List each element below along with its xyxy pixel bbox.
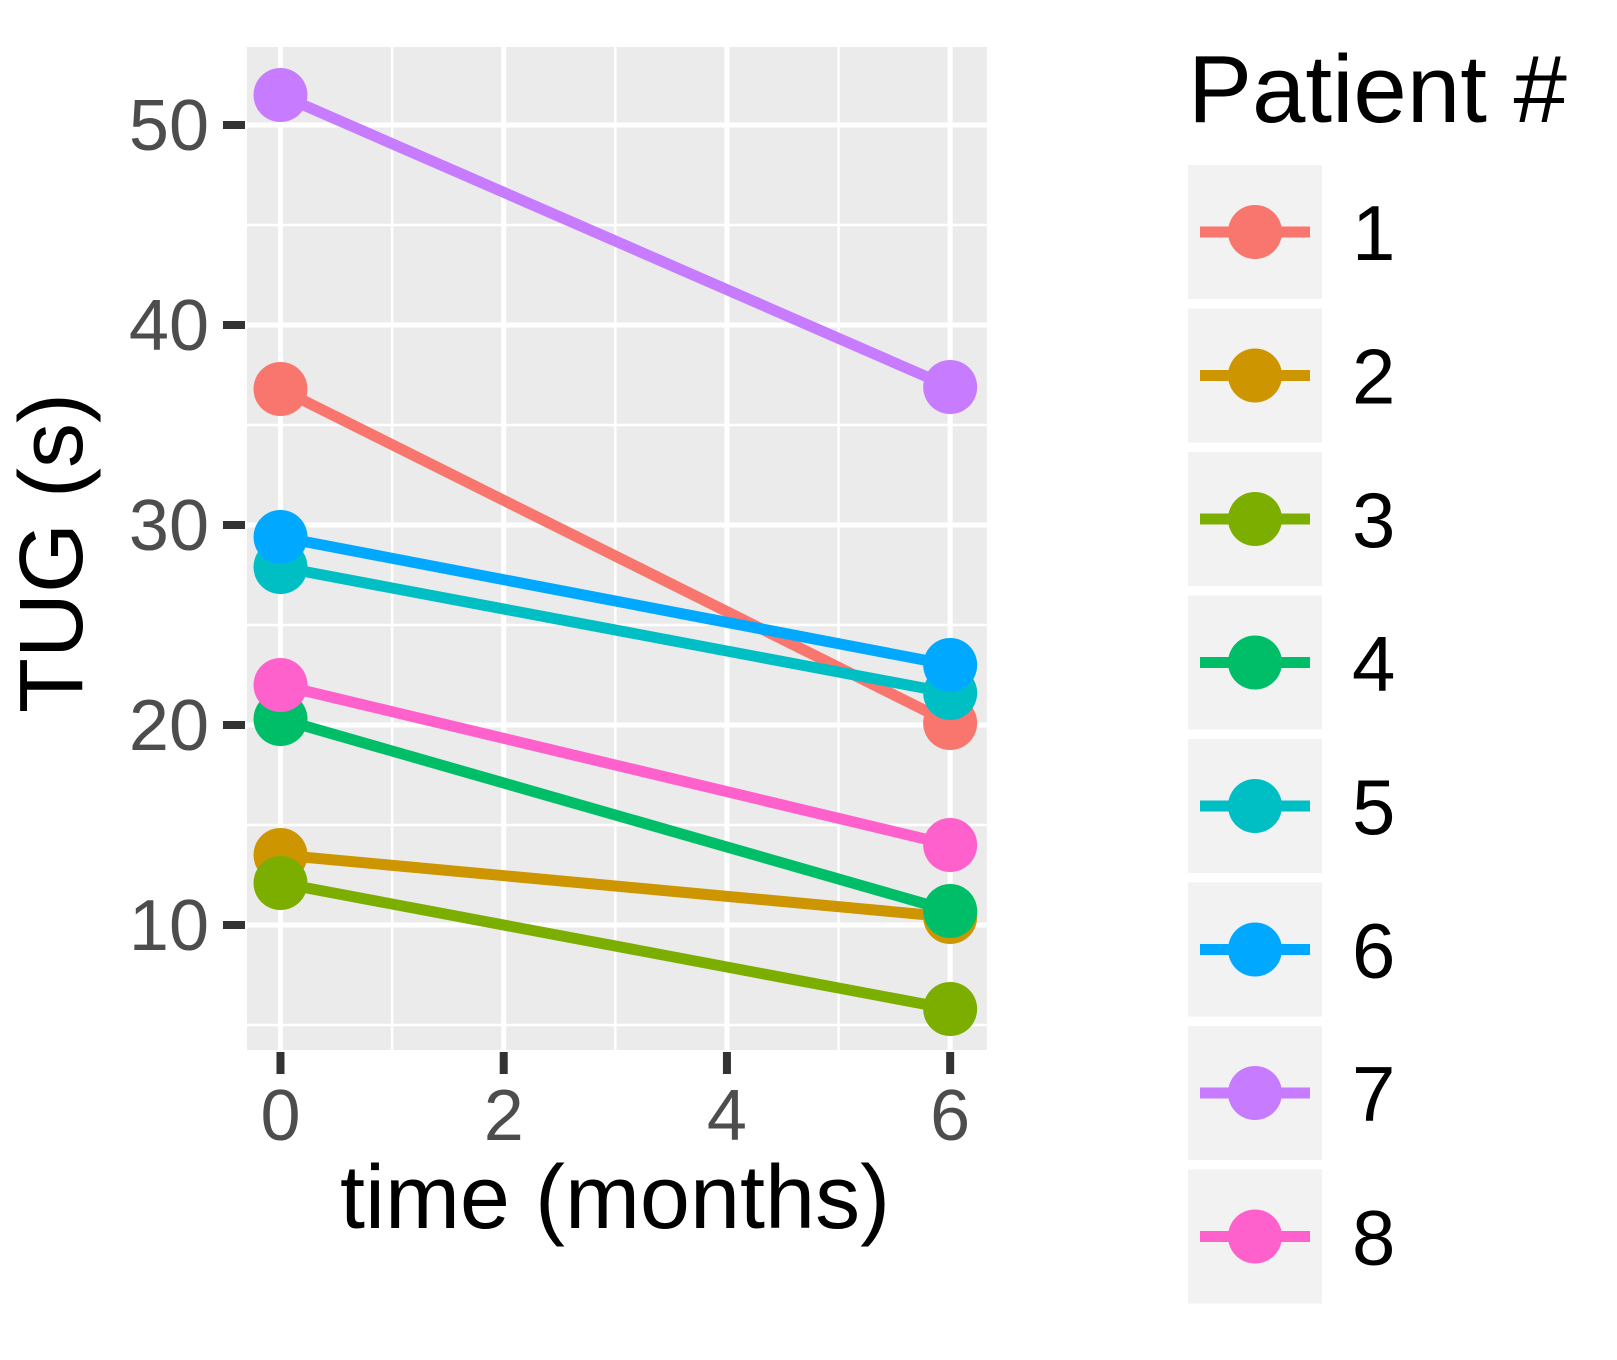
y-tick-label: 20 [129, 686, 209, 766]
legend-label: 7 [1352, 1050, 1395, 1138]
series-points [253, 68, 978, 1036]
y-tick-label: 50 [129, 86, 209, 166]
legend-title: Patient # [1188, 36, 1567, 143]
patient-8-point-month-6 [923, 818, 978, 872]
y-tick-label: 30 [129, 486, 209, 566]
patient-7-point-month-0 [253, 68, 308, 122]
patient-4-point-month-6 [923, 884, 978, 938]
patient-6-point-month-6 [923, 638, 978, 692]
patient-3-point-month-0 [253, 856, 308, 910]
legend-key-point [1228, 1066, 1282, 1120]
patient-7-line [278, 89, 953, 393]
legend-label: 3 [1352, 476, 1395, 564]
patient-6-line [279, 531, 952, 671]
x-axis-title: time (months) [340, 1148, 890, 1248]
legend-item-patient-5: 5 [1188, 739, 1395, 873]
x-tick-label: 4 [707, 1076, 747, 1156]
patient-5-line [279, 561, 952, 699]
patient-8-line [279, 679, 952, 851]
legend-key-point [1228, 1209, 1282, 1264]
legend-label: 5 [1352, 763, 1395, 851]
y-tick-label: 40 [129, 286, 209, 366]
axis-ticks [223, 121, 955, 1074]
axis-tick-labels: 0 2 4 6 10 20 30 40 50 [129, 86, 970, 1156]
legend-label: 4 [1352, 620, 1395, 708]
legend-label: 1 [1352, 189, 1395, 277]
legend-label: 6 [1352, 907, 1395, 995]
patient-3-point-month-6 [923, 982, 978, 1036]
legend-item-patient-1: 1 [1188, 165, 1395, 299]
x-tick-label: 0 [260, 1076, 300, 1156]
patient-7-point-month-6 [923, 360, 978, 414]
legend-item-patient-4: 4 [1188, 595, 1395, 730]
legend-item-patient-8: 8 [1188, 1169, 1395, 1304]
legend-label: 2 [1352, 333, 1395, 421]
y-axis-title: TUG (s) [2, 393, 102, 713]
legend-key-point [1228, 779, 1282, 833]
legend-item-patient-7: 7 [1188, 1026, 1395, 1160]
legend-key-point [1228, 205, 1282, 259]
legend-item-patient-6: 6 [1188, 882, 1395, 1017]
legend-key-point [1228, 635, 1282, 690]
patient-3-line [279, 877, 952, 1015]
x-tick-label: 6 [930, 1076, 970, 1156]
major-gridlines [247, 47, 987, 1050]
legend-key-point [1228, 922, 1282, 977]
x-tick-label: 2 [484, 1076, 524, 1156]
legend-label: 8 [1352, 1194, 1395, 1282]
series-lines [278, 89, 953, 1015]
patient-8-point-month-0 [253, 658, 308, 712]
legend: 1 2 3 4 5 6 7 8 [1188, 165, 1395, 1304]
legend-key-point [1228, 492, 1282, 546]
patient-6-point-month-0 [253, 510, 308, 564]
legend-item-patient-3: 3 [1188, 452, 1395, 586]
y-tick-label: 10 [129, 886, 209, 966]
patient-4-line [278, 713, 952, 917]
legend-key-point [1228, 348, 1282, 403]
patient-1-point-month-0 [253, 362, 308, 416]
patient-2-line [279, 849, 951, 923]
legend-item-patient-2: 2 [1188, 308, 1395, 443]
